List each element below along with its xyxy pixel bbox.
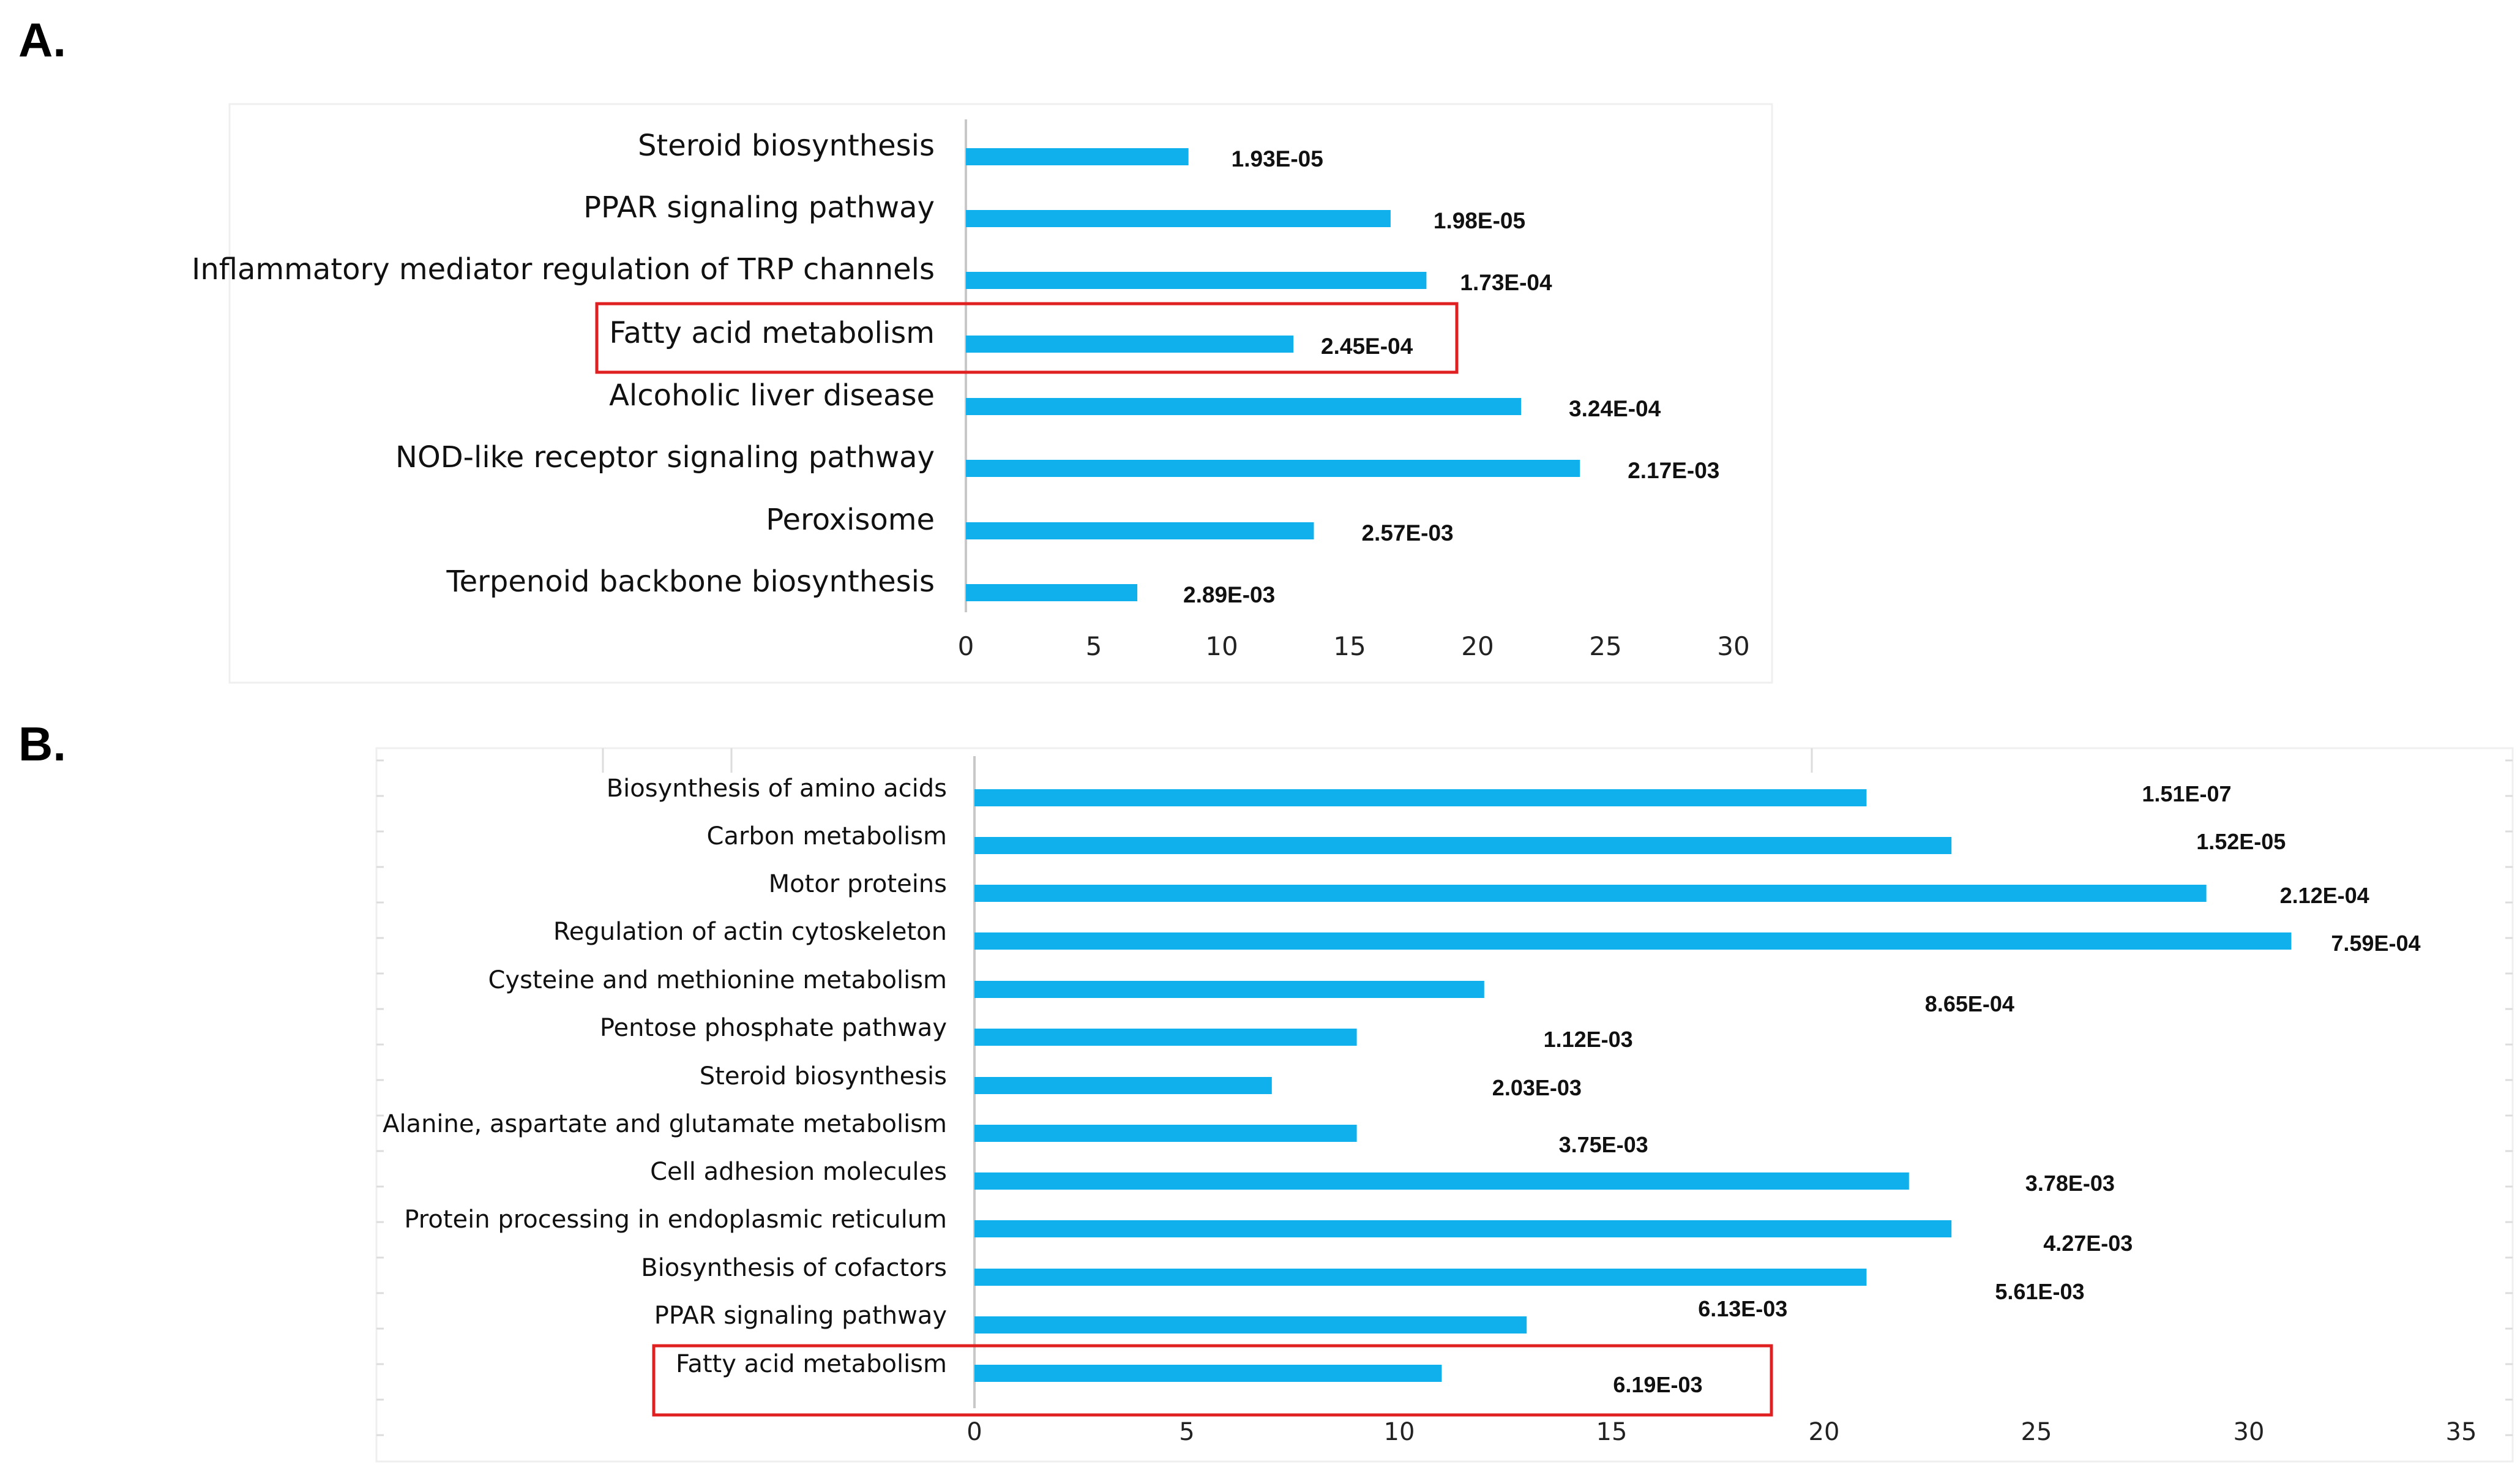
chart-a-bar (966, 210, 1391, 227)
chart-b-value-label: 1.12E-03 (1544, 1027, 1633, 1052)
chart-b-category-label: Protein processing in endoplasmic reticu… (404, 1206, 947, 1234)
chart-b-value-label: 6.19E-03 (1613, 1372, 1702, 1397)
chart-a-value-label: 2.45E-04 (1321, 334, 1413, 359)
chart-b-value-label: 3.75E-03 (1559, 1132, 1648, 1157)
chart-a-x-tick-label: 25 (1589, 631, 1621, 661)
chart-b-value-label: 5.61E-03 (1995, 1279, 2084, 1304)
chart-a-category-label: PPAR signaling pathway (583, 190, 935, 225)
chart-b-highlight-box (652, 1344, 1773, 1417)
chart-b-value-label: 1.52E-05 (2196, 829, 2286, 854)
chart-b-bar (974, 885, 2207, 902)
chart-a-value-label: 1.98E-05 (1434, 208, 1525, 233)
chart-b-bar (974, 1269, 1867, 1286)
chart-b-x-tick-label: 5 (1179, 1418, 1194, 1446)
chart-b-value-label: 7.59E-04 (2331, 931, 2420, 956)
chart-a-bar (966, 398, 1522, 415)
chart-a-bar (966, 522, 1314, 539)
chart-b-category-label: Biosynthesis of amino acids (607, 775, 947, 803)
panel-b-label: B. (18, 717, 66, 771)
chart-b-x-tick-label: 30 (2234, 1418, 2265, 1446)
chart-b-value-label: 3.78E-03 (2025, 1171, 2115, 1196)
chart-b-value-label: 1.51E-07 (2142, 781, 2231, 806)
chart-b-bar (974, 1365, 1442, 1382)
chart-a-highlight-box (595, 302, 1459, 374)
chart-b-bar (974, 1220, 1952, 1237)
chart-a-value-label: 1.93E-05 (1232, 146, 1323, 171)
chart-b-bar (974, 1029, 1357, 1046)
chart-b-category-label: Biosynthesis of cofactors (641, 1254, 947, 1282)
chart-b-category-label: Fatty acid metabolism (676, 1350, 947, 1378)
chart-b-value-label: 6.13E-03 (1698, 1296, 1787, 1321)
chart-a-x-tick-label: 10 (1205, 631, 1238, 661)
chart-b-value-label: 8.65E-04 (1925, 991, 2014, 1016)
chart-a-frame (228, 103, 1773, 684)
chart-b-category-label: Regulation of actin cytoskeleton (553, 918, 947, 946)
chart-b-value-label: 2.03E-03 (1492, 1075, 1582, 1100)
chart-b-value-label: 2.12E-04 (2280, 883, 2369, 908)
chart-b-bar (974, 981, 1484, 998)
chart-b-x-tick-label: 10 (1384, 1418, 1415, 1446)
chart-b-bar (974, 932, 2292, 950)
chart-b-bar (974, 1125, 1357, 1142)
chart-a-category-label: Steroid biosynthesis (638, 129, 935, 163)
chart-a-value-label: 2.89E-03 (1183, 582, 1275, 607)
chart-b-x-tick-label: 35 (2446, 1418, 2477, 1446)
chart-a-bar (966, 336, 1294, 353)
chart-b-category-label: PPAR signaling pathway (654, 1302, 947, 1330)
chart-a-category-label: NOD-like receptor signaling pathway (395, 440, 935, 475)
chart-a-x-tick-label: 5 (1086, 631, 1102, 661)
chart-a-x-tick-label: 15 (1333, 631, 1366, 661)
chart-a-x-tick-label: 30 (1717, 631, 1749, 661)
chart-a-category-label: Fatty acid metabolism (609, 316, 935, 350)
chart-b-bar (974, 1172, 1909, 1190)
chart-b-category-label: Pentose phosphate pathway (600, 1014, 947, 1042)
chart-a-category-label: Alcoholic liver disease (609, 378, 935, 413)
chart-a-value-label: 2.17E-03 (1628, 458, 1719, 483)
chart-b-bar (974, 837, 1952, 854)
chart-b-category-label: Cell adhesion molecules (650, 1158, 947, 1186)
panel-a-label: A. (18, 13, 66, 67)
chart-b-frame (375, 747, 2514, 1463)
chart-b-category-label: Cysteine and methionine metabolism (488, 966, 948, 994)
chart-a-value-label: 1.73E-04 (1460, 270, 1552, 295)
chart-b-category-label: Motor proteins (769, 870, 947, 898)
chart-b-category-label: Steroid biosynthesis (700, 1062, 947, 1090)
chart-b-x-tick-label: 0 (966, 1418, 982, 1446)
chart-b-value-label: 4.27E-03 (2043, 1231, 2133, 1256)
chart-a-value-label: 3.24E-04 (1569, 396, 1661, 421)
chart-a-bar (966, 148, 1189, 165)
chart-a-bar (966, 584, 1138, 601)
chart-b-bar (974, 1316, 1527, 1334)
chart-a-category-label: Inflammatory mediator regulation of TRP … (192, 252, 935, 287)
chart-a-category-label: Terpenoid backbone biosynthesis (446, 565, 935, 599)
chart-a-bar (966, 460, 1580, 477)
chart-a-bar (966, 272, 1427, 289)
chart-b-x-tick-label: 25 (2021, 1418, 2052, 1446)
chart-b-x-tick-label: 15 (1596, 1418, 1628, 1446)
chart-b-bar (974, 1077, 1272, 1094)
chart-a-x-tick-label: 20 (1461, 631, 1494, 661)
chart-a-value-label: 2.57E-03 (1361, 520, 1453, 546)
chart-b-x-tick-label: 20 (1809, 1418, 1840, 1446)
chart-b-bar (974, 789, 1867, 806)
chart-a-x-tick-label: 0 (958, 631, 974, 661)
chart-b-category-label: Carbon metabolism (707, 822, 947, 850)
chart-a-category-label: Peroxisome (766, 503, 935, 537)
chart-b-category-label: Alanine, aspartate and glutamate metabol… (383, 1110, 947, 1138)
